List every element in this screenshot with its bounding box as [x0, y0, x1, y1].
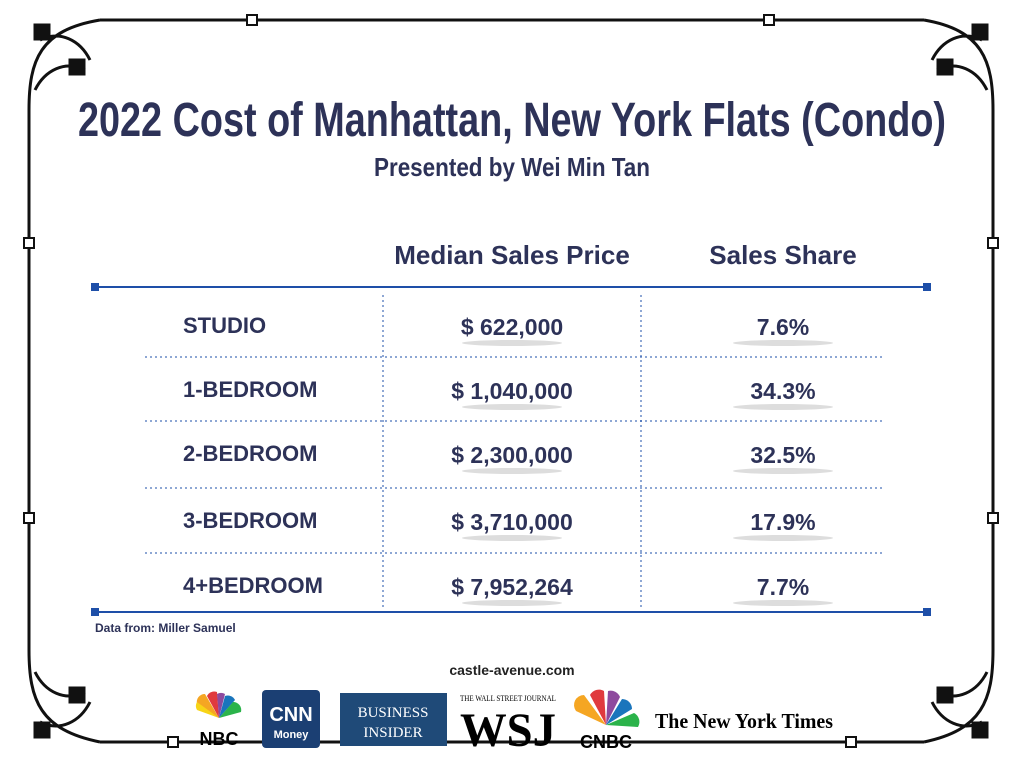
- cell-value: $ 622,000: [461, 314, 563, 340]
- column-header: Median Sales Price: [394, 240, 630, 270]
- cell-value: 7.6%: [757, 314, 809, 340]
- cell-value: 17.9%: [750, 509, 815, 535]
- cell-value: 7.7%: [757, 574, 809, 600]
- cnn-text: CNN: [269, 704, 312, 726]
- row-label: 1-BEDROOM: [183, 377, 317, 402]
- wsj-text: WSJ: [460, 704, 556, 757]
- wsj-top: THE WALL STREET JOURNAL: [460, 694, 556, 703]
- title: 2022 Cost of Manhattan, New York Flats (…: [78, 94, 946, 147]
- value-shadow: [733, 404, 833, 410]
- website: castle-avenue.com: [449, 662, 574, 678]
- bi-logo: BUSINESS INSIDER: [340, 693, 447, 746]
- cell-value: 34.3%: [750, 378, 815, 404]
- value-shadow: [733, 600, 833, 606]
- wsj-logo: THE WALL STREET JOURNAL WSJ: [460, 694, 556, 757]
- column-header: Sales Share: [709, 240, 856, 270]
- value-shadow: [462, 404, 562, 410]
- subtitle: Presented by Wei Min Tan: [374, 152, 650, 182]
- cell-value: $ 1,040,000: [451, 378, 573, 404]
- logos: NBC CNN Money BUSINESS INSIDER THE WALL …: [195, 689, 833, 757]
- cell-value: 32.5%: [750, 442, 815, 468]
- nyt-text: The New York Times: [655, 709, 833, 733]
- row-label: 4+BEDROOM: [183, 573, 323, 598]
- cnn-logo: CNN Money: [262, 690, 320, 748]
- table: Median Sales Price Sales Share STUDIO $ 622…: [145, 240, 882, 606]
- cell-value: $ 7,952,264: [451, 574, 573, 600]
- value-shadow: [462, 535, 562, 541]
- row-label: 3-BEDROOM: [183, 508, 317, 533]
- bi-text: BUSINESS: [358, 705, 429, 721]
- cnn-sub: Money: [274, 729, 310, 741]
- table-rules: [91, 283, 931, 616]
- bi-text: INSIDER: [363, 725, 422, 741]
- value-shadow: [733, 535, 833, 541]
- nbc-text: NBC: [200, 729, 239, 749]
- nbc-logo: NBC: [195, 691, 242, 749]
- value-shadow: [733, 468, 833, 474]
- cell-value: $ 2,300,000: [451, 442, 573, 468]
- value-shadow: [462, 340, 562, 346]
- cnbc-text: CNBC: [580, 732, 632, 752]
- frame: [23, 14, 999, 748]
- value-shadow: [462, 600, 562, 606]
- value-shadow: [733, 340, 833, 346]
- row-label: 2-BEDROOM: [183, 441, 317, 466]
- source: Data from: Miller Samuel: [95, 621, 236, 635]
- cell-value: $ 3,710,000: [451, 509, 573, 535]
- row-label: STUDIO: [183, 313, 266, 338]
- cnbc-logo: CNBC: [574, 689, 640, 752]
- value-shadow: [462, 468, 562, 474]
